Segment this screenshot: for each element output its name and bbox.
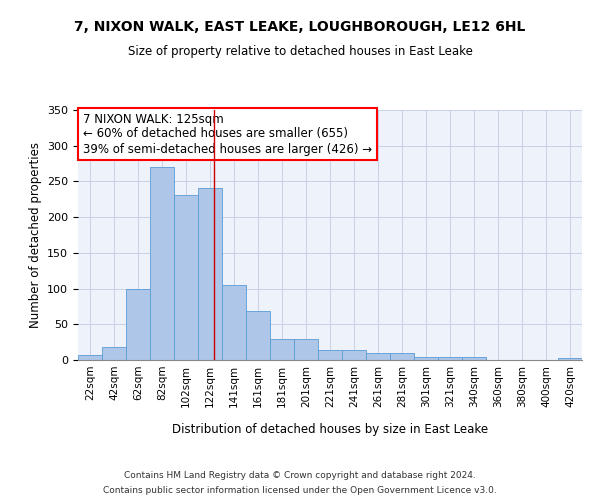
Bar [558, 358, 582, 360]
Bar [414, 357, 438, 360]
Bar [102, 347, 126, 360]
Bar [462, 357, 486, 360]
Bar [270, 338, 294, 360]
Bar [174, 195, 198, 360]
Bar [366, 353, 390, 360]
Text: 7 NIXON WALK: 125sqm
← 60% of detached houses are smaller (655)
39% of semi-deta: 7 NIXON WALK: 125sqm ← 60% of detached h… [83, 112, 372, 156]
Bar [318, 350, 342, 360]
Bar [438, 357, 462, 360]
Bar [390, 353, 414, 360]
Text: 7, NIXON WALK, EAST LEAKE, LOUGHBOROUGH, LE12 6HL: 7, NIXON WALK, EAST LEAKE, LOUGHBOROUGH,… [74, 20, 526, 34]
Bar [342, 350, 366, 360]
Bar [198, 188, 222, 360]
Text: Distribution of detached houses by size in East Leake: Distribution of detached houses by size … [172, 424, 488, 436]
Text: Size of property relative to detached houses in East Leake: Size of property relative to detached ho… [128, 45, 472, 58]
Bar [78, 355, 102, 360]
Y-axis label: Number of detached properties: Number of detached properties [29, 142, 41, 328]
Bar [246, 312, 270, 360]
Bar [222, 285, 246, 360]
Text: Contains HM Land Registry data © Crown copyright and database right 2024.: Contains HM Land Registry data © Crown c… [124, 471, 476, 480]
Bar [126, 290, 150, 360]
Text: Contains public sector information licensed under the Open Government Licence v3: Contains public sector information licen… [103, 486, 497, 495]
Bar [294, 338, 318, 360]
Bar [150, 167, 174, 360]
